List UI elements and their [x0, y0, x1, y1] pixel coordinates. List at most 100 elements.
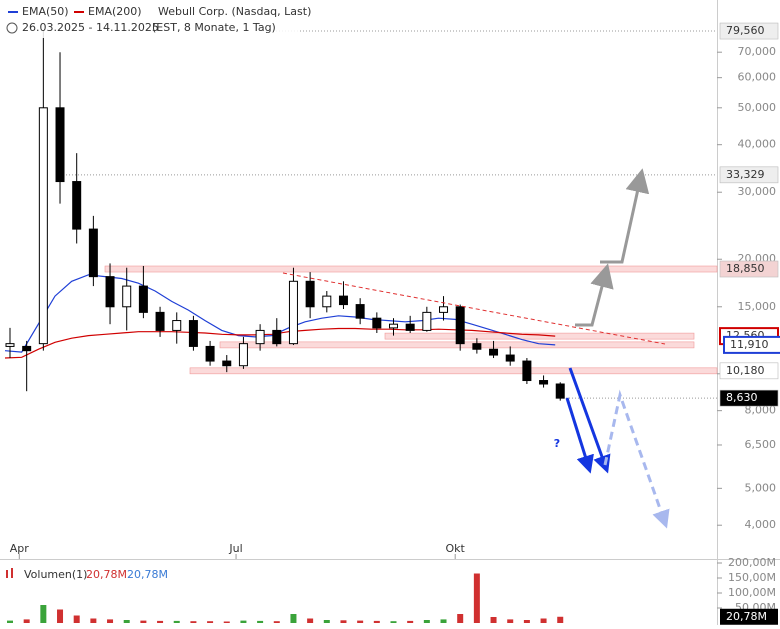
candle-body: [355, 304, 365, 319]
volume-bar: [523, 620, 530, 623]
volume-bar: [307, 618, 314, 623]
candle-body: [555, 383, 565, 399]
candle-body: [188, 320, 198, 347]
candle-body: [439, 306, 449, 313]
y-tick-label: 60,000: [738, 71, 777, 84]
volume-bar: [557, 616, 564, 623]
candle-body: [138, 285, 148, 313]
level-box: [719, 260, 779, 278]
volume-last: 20,78M: [86, 568, 127, 581]
volume-tick-label: 150,00M: [728, 571, 776, 584]
volume-bar: [257, 620, 264, 623]
candle-body: [88, 228, 98, 278]
volume-bar: [173, 620, 180, 623]
volume-bar: [540, 618, 547, 623]
y-tick-label: 6,500: [745, 438, 777, 451]
level-box: [719, 22, 779, 40]
candle-body: [338, 295, 348, 306]
level-box: [723, 335, 780, 354]
y-tick-label: 8,000: [745, 404, 777, 417]
candle-body: [472, 343, 482, 350]
x-tick-label: Jul: [228, 542, 242, 555]
volume-bar: [123, 620, 130, 623]
level-label: 11,910: [730, 338, 769, 351]
volume-tick-label: 100,00M: [728, 586, 776, 599]
volume-icon: [6, 570, 8, 578]
candle-body: [489, 348, 499, 356]
symbol: Webull Corp. (Nasdaq, Last): [158, 5, 311, 18]
candle-body: [405, 323, 415, 331]
candle-body: [105, 276, 115, 308]
candle-body: [205, 345, 215, 362]
volume-bar: [490, 617, 497, 623]
volume-bar: [407, 620, 414, 623]
candle-body: [72, 181, 82, 230]
candle-body: [22, 345, 32, 352]
volume-bar: [507, 619, 514, 623]
clock-icon: [6, 22, 18, 34]
candle-body: [272, 329, 282, 345]
volume-bar: [457, 614, 464, 623]
y-tick-label: 50,000: [738, 101, 777, 114]
candle-body: [322, 295, 332, 308]
level-zone: [104, 265, 718, 273]
legend-entry: EMA(200): [88, 5, 142, 18]
legend-bg: [0, 0, 300, 38]
y-tick-label: 40,000: [738, 138, 777, 151]
volume-bar: [290, 614, 297, 623]
candle-body: [238, 343, 248, 367]
y-tick-label: 70,000: [738, 45, 777, 58]
level-label: 33,329: [726, 168, 765, 181]
volume-bar: [440, 619, 447, 623]
volume-bar: [57, 609, 64, 623]
projection-arrow: [575, 263, 614, 327]
candle-body: [55, 107, 65, 183]
volume-bar: [223, 621, 230, 623]
candle-body: [255, 329, 265, 345]
level-zone: [384, 332, 695, 340]
level-box: [719, 166, 779, 184]
y-tick-label: 30,000: [738, 185, 777, 198]
volume-last-box: [720, 608, 778, 625]
candle-body: [288, 280, 298, 345]
projection-arrow: [603, 389, 670, 529]
level-zone: [189, 367, 718, 375]
chart-info: (EST, 8 Monate, 1 Tag): [152, 21, 276, 34]
volume-title: Volumen(1): [24, 568, 87, 581]
volume-bar: [323, 620, 330, 623]
candle-body: [539, 380, 549, 385]
trend-line: [282, 272, 666, 345]
candle-body: [422, 311, 432, 331]
candle-body: [522, 360, 532, 382]
volume-bar: [373, 620, 380, 623]
legend-entry: EMA(50): [22, 5, 69, 18]
y-tick-label: 15,000: [738, 300, 777, 313]
annotation: ?: [554, 437, 560, 450]
volume-bar: [7, 620, 13, 623]
volume-icon: [11, 568, 13, 578]
level-label: 79,560: [726, 24, 765, 37]
y-tick-label: 5,000: [745, 481, 777, 494]
volume-bar: [40, 605, 47, 623]
volume-bar: [207, 621, 214, 623]
x-tick-label: Okt: [446, 542, 466, 555]
candle-body: [155, 311, 165, 331]
candle-body: [505, 354, 515, 362]
y-tick-label: 4,000: [745, 518, 777, 531]
volume-bar: [157, 620, 164, 623]
level-label: 18,850: [726, 262, 765, 275]
level-label: 10,180: [726, 364, 765, 377]
volume-bar: [107, 619, 114, 623]
candle-body: [305, 280, 315, 308]
volume-bar: [140, 620, 147, 623]
candle-body: [222, 360, 232, 367]
volume-last: 20,78M: [127, 568, 168, 581]
volume-bar: [73, 615, 80, 623]
volume-bar: [357, 620, 364, 623]
volume-bar: [240, 620, 247, 623]
volume-tick-label: 200,00M: [728, 556, 776, 569]
projection-arrow: [568, 367, 611, 474]
volume-bar: [423, 620, 430, 623]
candle-body: [38, 107, 48, 345]
candle-body: [172, 320, 182, 331]
